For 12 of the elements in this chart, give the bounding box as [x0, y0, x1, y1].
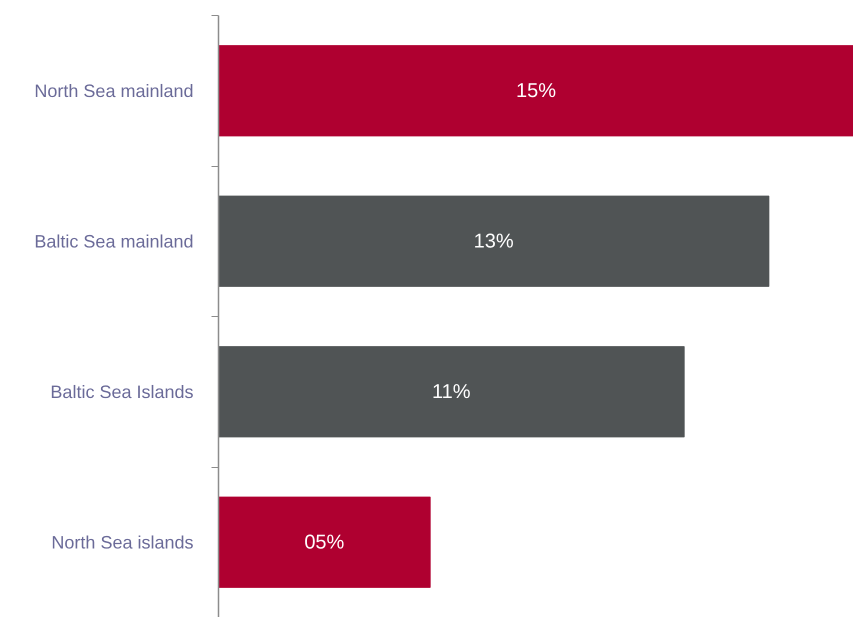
data-label: 11% [432, 380, 471, 403]
bar [218, 496, 431, 588]
y-tick-label: North Sea mainland [34, 80, 194, 101]
y-tick-label: Baltic Sea Islands [50, 382, 194, 402]
y-tick-label: North Sea islands [51, 532, 194, 552]
bar [218, 196, 770, 287]
y-tick-label: Baltic Sea mainland [34, 231, 194, 252]
bar [218, 346, 685, 438]
data-label: 15% [516, 80, 556, 102]
data-label: 05% [304, 531, 345, 554]
bar [218, 45, 853, 136]
data-label: 13% [474, 230, 514, 252]
